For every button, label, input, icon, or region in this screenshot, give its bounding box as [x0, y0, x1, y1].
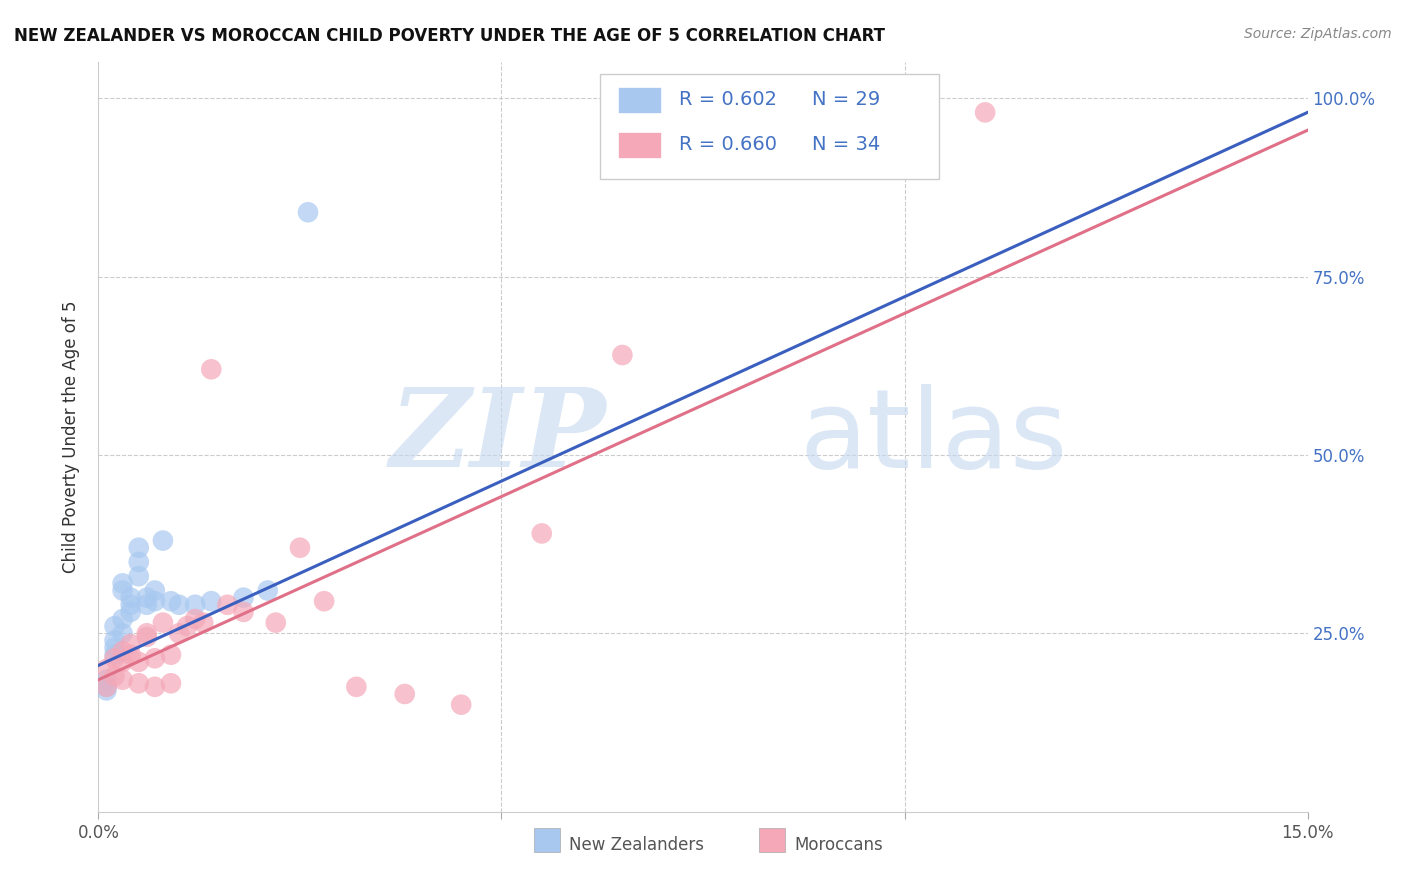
Point: [288, 541, 311, 555]
Point: [111, 644, 134, 658]
Point: [264, 615, 287, 630]
Point: [143, 583, 166, 598]
Text: N = 34: N = 34: [811, 136, 880, 154]
Text: R = 0.660: R = 0.660: [679, 136, 778, 154]
Text: Moroccans: Moroccans: [794, 836, 883, 854]
Point: [111, 673, 134, 687]
Point: [200, 594, 222, 608]
Point: [143, 594, 166, 608]
Point: [111, 626, 134, 640]
Point: [184, 598, 207, 612]
Point: [160, 676, 183, 690]
Point: [344, 680, 367, 694]
Point: [184, 612, 207, 626]
Point: [96, 680, 118, 694]
Point: [103, 640, 125, 655]
Point: [111, 612, 134, 626]
Point: [128, 676, 150, 690]
Point: [120, 637, 142, 651]
Point: [128, 569, 150, 583]
Point: [143, 651, 166, 665]
FancyBboxPatch shape: [600, 74, 939, 178]
Point: [530, 526, 553, 541]
Point: [120, 591, 142, 605]
Point: [96, 673, 118, 687]
Point: [167, 626, 190, 640]
Point: [111, 583, 134, 598]
Point: [103, 619, 125, 633]
Text: ZIP: ZIP: [389, 384, 606, 491]
Point: [974, 105, 997, 120]
Point: [103, 648, 125, 662]
Point: [135, 626, 157, 640]
Point: [394, 687, 416, 701]
Point: [217, 598, 239, 612]
Point: [128, 555, 150, 569]
Point: [450, 698, 472, 712]
Point: [120, 648, 142, 662]
Point: [111, 655, 134, 669]
Text: Source: ZipAtlas.com: Source: ZipAtlas.com: [1244, 27, 1392, 41]
Point: [135, 598, 157, 612]
Point: [232, 591, 254, 605]
Point: [135, 591, 157, 605]
Point: [167, 598, 190, 612]
Point: [152, 615, 174, 630]
Point: [193, 615, 215, 630]
Point: [200, 362, 222, 376]
Text: NEW ZEALANDER VS MOROCCAN CHILD POVERTY UNDER THE AGE OF 5 CORRELATION CHART: NEW ZEALANDER VS MOROCCAN CHILD POVERTY …: [14, 27, 884, 45]
Point: [128, 541, 150, 555]
Point: [160, 594, 183, 608]
Bar: [619, 87, 661, 113]
Point: [111, 576, 134, 591]
Point: [96, 680, 118, 694]
Point: [160, 648, 183, 662]
Point: [103, 651, 125, 665]
Point: [297, 205, 319, 219]
Bar: [619, 132, 661, 158]
Text: R = 0.602: R = 0.602: [679, 90, 778, 110]
Point: [256, 583, 278, 598]
Point: [103, 633, 125, 648]
Point: [176, 619, 198, 633]
Text: New Zealanders: New Zealanders: [569, 836, 704, 854]
Point: [135, 630, 157, 644]
Text: atlas: atlas: [800, 384, 1069, 491]
Point: [120, 598, 142, 612]
Point: [103, 669, 125, 683]
Point: [96, 683, 118, 698]
Point: [120, 605, 142, 619]
Point: [232, 605, 254, 619]
Point: [128, 655, 150, 669]
Point: [612, 348, 634, 362]
Y-axis label: Child Poverty Under the Age of 5: Child Poverty Under the Age of 5: [62, 301, 80, 574]
Text: N = 29: N = 29: [811, 90, 880, 110]
Point: [96, 662, 118, 676]
Point: [143, 680, 166, 694]
Point: [314, 594, 336, 608]
Point: [152, 533, 174, 548]
